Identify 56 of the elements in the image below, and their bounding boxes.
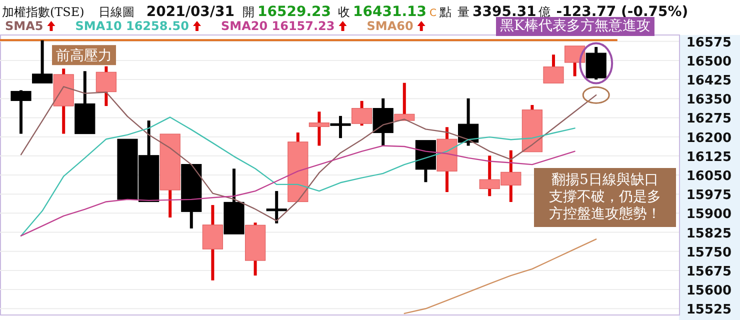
- text: 16431.13: [353, 4, 427, 20]
- y-tick-label: 16575: [686, 35, 732, 50]
- candlestick: [96, 66, 116, 106]
- text: 點: [438, 5, 452, 19]
- text: 量: [458, 5, 470, 19]
- ref-line-label: 前高壓力: [56, 48, 112, 64]
- text: 16529.23: [258, 4, 332, 20]
- y-tick-label: 15600: [686, 284, 732, 299]
- y-tick-label: 16200: [686, 130, 732, 146]
- text: 3395.31: [472, 4, 536, 20]
- text: 開: [242, 5, 255, 19]
- y-tick-label: 15900: [686, 207, 732, 222]
- y-tick-label: 16050: [686, 169, 732, 184]
- text: SMA5: [5, 19, 44, 33]
- candlestick: [543, 54, 564, 84]
- candlestick: [202, 205, 223, 280]
- text: 2021/03/31: [146, 4, 235, 20]
- y-tick-label: 15675: [686, 264, 732, 280]
- annotation: 翻揚5日線與缺口支撐不破，仍是多方控盤進攻態勢！: [549, 172, 661, 222]
- candlestick: [53, 68, 74, 134]
- text: 億: [538, 5, 550, 19]
- candlestick: [372, 98, 394, 146]
- candlestick: [308, 112, 330, 146]
- chart-subtitle: 日線圖: [98, 5, 134, 19]
- candlestick: [160, 134, 180, 218]
- chart-title: 加權指數(TSE): [2, 5, 84, 19]
- text: SMA20 16157.23: [221, 19, 335, 33]
- text: 收: [338, 5, 350, 19]
- candlestick: [564, 46, 586, 76]
- y-tick-label: 16500: [686, 54, 732, 70]
- y-tick-label: 15525: [686, 302, 732, 318]
- candlestick: [522, 105, 542, 152]
- candlestick: [181, 164, 202, 228]
- candlestick: [10, 90, 32, 134]
- y-tick-label: 15825: [686, 226, 732, 242]
- text: C: [430, 8, 437, 19]
- text: SMA60: [366, 19, 414, 33]
- candlestick: [394, 82, 415, 121]
- candlestick: [266, 191, 287, 224]
- candlestick: [32, 40, 53, 84]
- y-tick-label: 16425: [686, 74, 732, 89]
- candlestick: [436, 127, 458, 192]
- candlestick: [330, 116, 351, 138]
- text: SMA10 16258.50: [75, 19, 189, 33]
- candlestick: [288, 132, 308, 202]
- y-tick-label: 16125: [686, 150, 732, 165]
- candlestick: [415, 140, 436, 182]
- y-tick-label: 15975: [686, 188, 732, 204]
- candlestick: [74, 71, 96, 134]
- candlestick: [224, 168, 244, 234]
- y-tick-label: 16350: [686, 92, 732, 108]
- text: 黑K棒代表多方無意進攻: [500, 18, 650, 34]
- candlestick: [245, 222, 266, 276]
- y-tick-label: 16275: [686, 112, 732, 127]
- y-tick-label: 15750: [686, 245, 732, 260]
- line-series: [404, 238, 597, 314]
